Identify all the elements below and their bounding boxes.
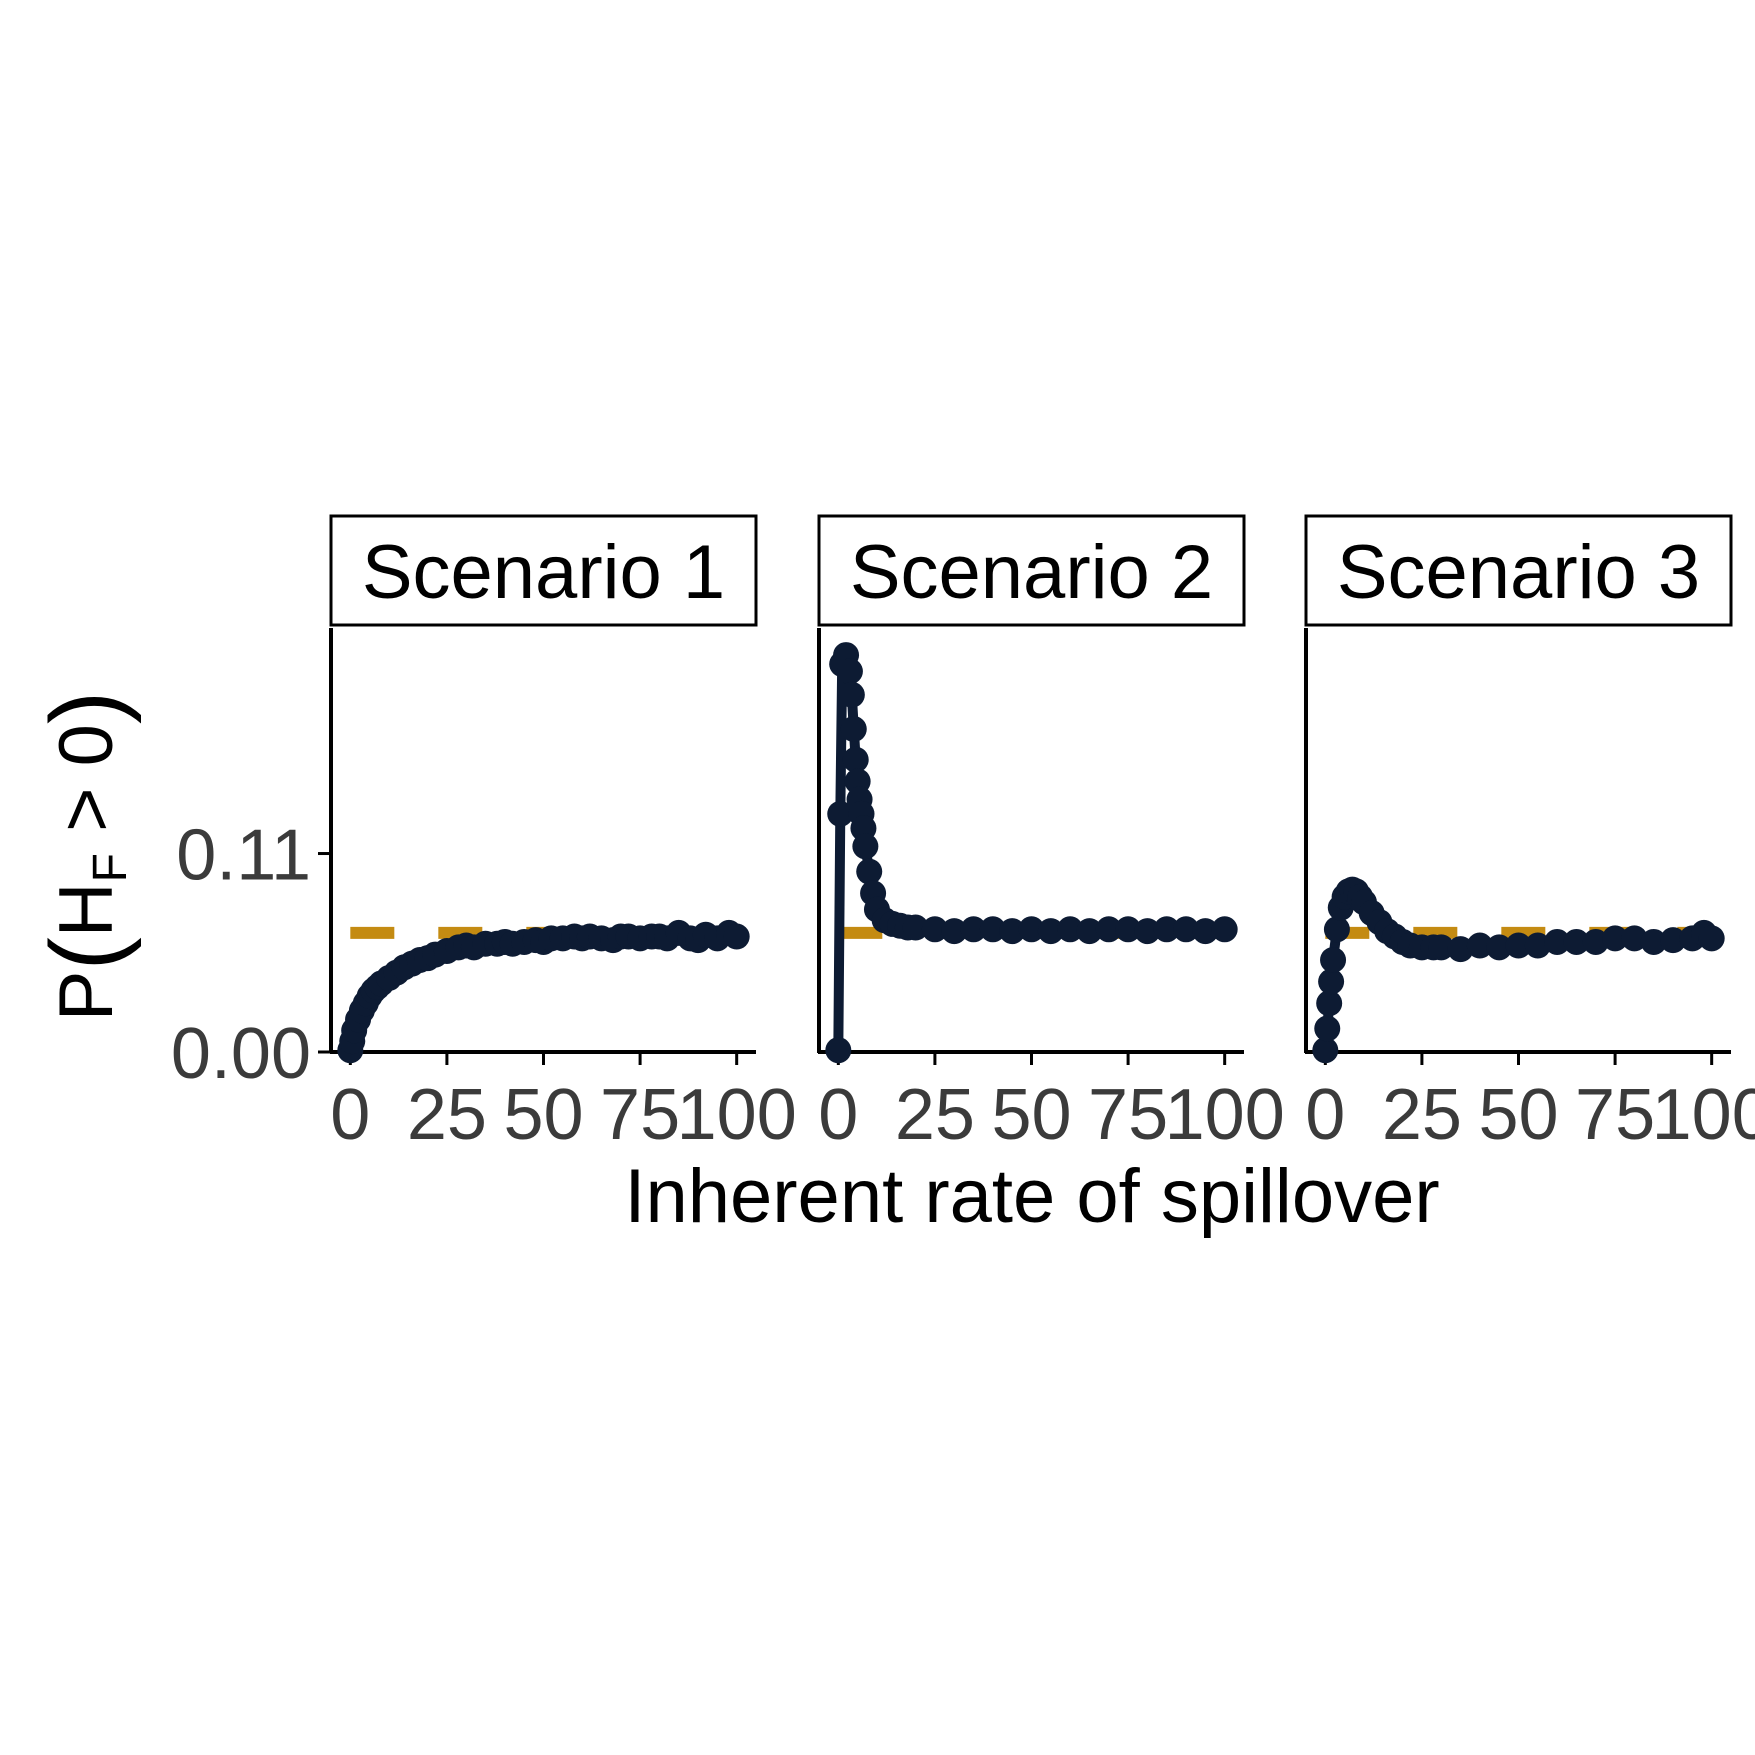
data-point [960, 916, 987, 943]
data-point [836, 658, 863, 685]
x-tick-label: 100 [1165, 1075, 1285, 1155]
x-tick-label: 50 [503, 1075, 583, 1155]
data-point [999, 918, 1026, 945]
data-point [1173, 916, 1200, 943]
data-point [1563, 928, 1590, 955]
y-axis: 0.00 0.11 [171, 816, 331, 1094]
data-point [1524, 932, 1551, 959]
data-point [1621, 925, 1648, 952]
data-point [979, 916, 1006, 943]
x-tick-label: 0 [818, 1075, 858, 1155]
data-point [1640, 928, 1667, 955]
data-point [1505, 932, 1532, 959]
data-point [1153, 916, 1180, 943]
x-tick-label: 0 [330, 1075, 370, 1155]
data-point [1134, 918, 1161, 945]
data-point [902, 914, 929, 941]
data-point [852, 833, 879, 860]
x-tick-label: 50 [1478, 1075, 1558, 1155]
data-point [1447, 936, 1474, 963]
data-point [1544, 928, 1571, 955]
data-point [941, 918, 968, 945]
data-point [840, 716, 867, 743]
data-point [825, 1037, 852, 1064]
data-point [1076, 918, 1103, 945]
data-point [1018, 916, 1045, 943]
series-line [833, 650, 1230, 1056]
x-tick-label: 25 [895, 1075, 975, 1155]
y-axis-title-close-paren: ) [30, 691, 142, 724]
data-point [856, 858, 883, 885]
panel-strip-label: Scenario 1 [362, 530, 725, 615]
x-tick-label: 50 [991, 1075, 1071, 1155]
data-point [1211, 916, 1238, 943]
data-point [1312, 1037, 1339, 1064]
x-tick-label: 25 [407, 1075, 487, 1155]
data-point [723, 923, 750, 950]
data-point [1095, 916, 1122, 943]
y-axis-title: P(HF > 0) [30, 691, 142, 1021]
data-point [1428, 934, 1455, 961]
panel-strip-box [329, 514, 758, 627]
x-tick-label: 100 [1652, 1075, 1755, 1155]
data-point [1698, 925, 1725, 952]
data-point [1486, 934, 1513, 961]
panel-strip-box [1304, 514, 1733, 627]
data-point [1660, 927, 1687, 954]
y-tick-label: 0.00 [171, 1014, 311, 1094]
panel-strip-box [817, 514, 1246, 627]
y-axis-title-p: P [44, 971, 129, 1022]
data-point [838, 681, 865, 708]
x-tick-label: 75 [600, 1075, 680, 1155]
panel-strip-label: Scenario 2 [850, 530, 1213, 615]
data-point [842, 746, 869, 773]
panel-strip-label: Scenario 3 [1337, 530, 1700, 615]
data-point [1115, 916, 1142, 943]
y-axis-title-open-paren: ( [30, 937, 142, 970]
x-tick-label: 75 [1088, 1075, 1168, 1155]
x-tick-label: 75 [1575, 1075, 1655, 1155]
y-axis-title-rest: > 0 [44, 724, 129, 853]
data-point [1582, 928, 1609, 955]
data-point [1466, 932, 1493, 959]
data-point [1316, 990, 1343, 1017]
data-point [827, 800, 854, 827]
x-tick-label: 100 [677, 1075, 797, 1155]
data-point [1057, 916, 1084, 943]
y-axis-title-h: H [44, 882, 129, 937]
data-point [1602, 925, 1629, 952]
x-tick-label: 25 [1382, 1075, 1462, 1155]
data-point [1320, 946, 1347, 973]
data-point [1314, 1015, 1341, 1042]
data-point [1037, 918, 1064, 945]
data-point [1192, 918, 1219, 945]
y-tick-label: 0.11 [176, 816, 311, 896]
x-tick-label: 0 [1305, 1075, 1345, 1155]
data-point [1318, 968, 1345, 995]
x-axis-title: Inherent rate of spillover [624, 1154, 1439, 1239]
data-point [1323, 916, 1350, 943]
y-axis-title-subscript: F [84, 853, 137, 882]
data-point [921, 916, 948, 943]
